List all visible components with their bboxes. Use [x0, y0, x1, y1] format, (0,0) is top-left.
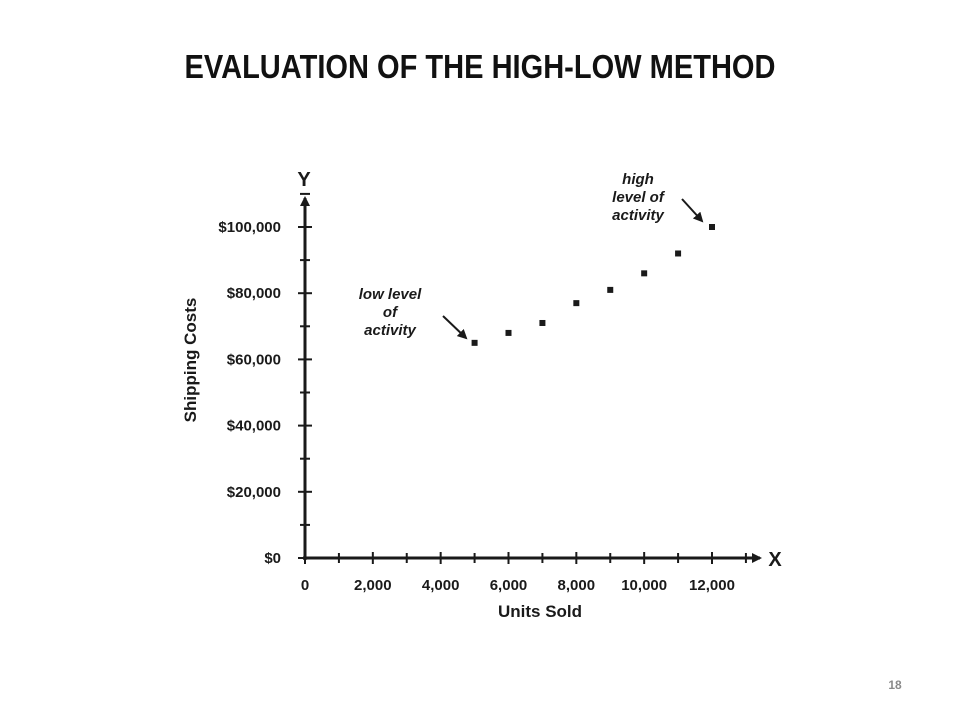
data-point [573, 300, 580, 307]
data-points [471, 224, 715, 346]
annotation-arrow [442, 315, 468, 340]
annotation-text: high [622, 171, 654, 188]
y-tick-label: $40,000 [227, 418, 281, 435]
data-point [539, 319, 546, 326]
x-tick-label: 12,000 [689, 577, 735, 594]
x-tick-label: 0 [301, 577, 309, 594]
data-point [709, 224, 715, 230]
data-point [471, 339, 478, 346]
y-tick-label: $60,000 [227, 351, 281, 368]
x-axis-letter: X [768, 549, 782, 571]
annotation-text: activity [612, 207, 664, 224]
y-tick-label: $20,000 [227, 484, 281, 501]
x-axis-title: Units Sold [498, 602, 582, 621]
data-point [607, 286, 614, 293]
page-number: 18 [888, 678, 902, 692]
annotation-text: of [383, 304, 399, 321]
x-tick-label: 2,000 [354, 577, 392, 594]
x-tick-label: 6,000 [490, 577, 528, 594]
annotation-arrow [681, 198, 704, 223]
y-tick-label: $80,000 [227, 285, 281, 302]
y-axis-letter: Y [297, 169, 311, 191]
y-tick-label: $0 [264, 550, 281, 567]
annotation-text: level of [612, 189, 666, 206]
data-point [675, 250, 682, 257]
annotation-text: activity [364, 322, 416, 339]
y-tick-label: $100,000 [218, 219, 281, 236]
x-tick-label: 10,000 [621, 577, 667, 594]
data-point [505, 329, 512, 336]
slide-title: EVALUATION OF THE HIGH-LOW METHOD [184, 48, 776, 85]
x-tick-label: 8,000 [558, 577, 596, 594]
y-axis-title: Shipping Costs [181, 298, 200, 423]
x-tick-label: 4,000 [422, 577, 460, 594]
ticks: $0 $20,000 $40,000 $60,000 $80,000 $100,000 0 2… [218, 192, 747, 594]
axes [300, 196, 762, 563]
data-point [641, 270, 648, 277]
annotation-text: low level [359, 286, 422, 303]
